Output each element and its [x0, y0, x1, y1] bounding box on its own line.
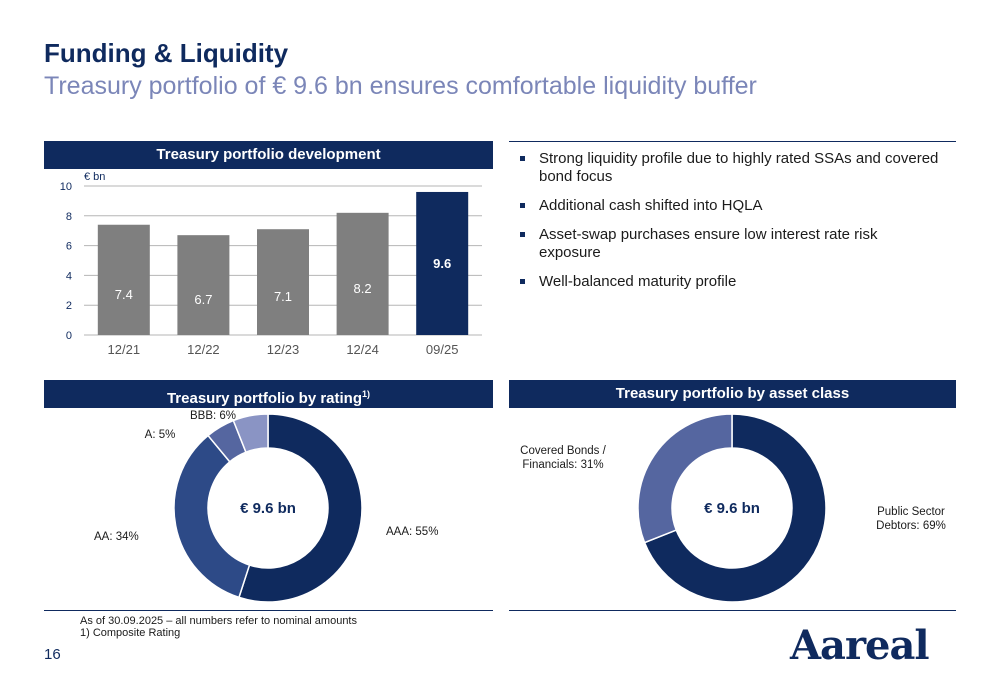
bullet-text: Well-balanced maturity profile: [539, 273, 737, 290]
bar: [97, 224, 150, 335]
footer-divider-right: [509, 610, 956, 611]
donut-slice: [238, 413, 363, 603]
donut-center-label: € 9.6 bn: [240, 500, 296, 517]
bullet-text: Additional cash shifted into HQLA: [539, 197, 763, 214]
bullet-square-icon: [520, 156, 525, 161]
aareal-logo: Aareal: [790, 622, 930, 669]
bar-value-label: 9.6: [433, 256, 451, 271]
slice-label: AA: 34%: [94, 531, 139, 543]
x-tick-label: 12/23: [267, 342, 300, 357]
slice-label: Financials: 31%: [522, 459, 603, 471]
bullet-text: Strong liquidity profile due to highly r…: [539, 150, 939, 185]
slice-label: Debtors: 69%: [876, 520, 946, 532]
footer-divider-left: [44, 610, 493, 611]
bullet-square-icon: [520, 203, 525, 208]
page-title: Funding & Liquidity: [44, 38, 289, 68]
y-tick-label: 8: [66, 211, 72, 223]
donut-slice: [643, 413, 827, 603]
page-subtitle: Treasury portfolio of € 9.6 bn ensures c…: [44, 72, 757, 100]
bar-value-label: 7.4: [115, 287, 133, 302]
slice-label: A: 5%: [145, 429, 176, 441]
y-tick-label: 4: [66, 270, 72, 282]
slice-label: Public Sector: [877, 506, 945, 518]
rating-donut-chart: AAA: 55% AA: 34% A: 5% BBB: 6% € 9.6 bn: [94, 410, 438, 603]
bar-value-label: 7.1: [274, 289, 292, 304]
x-tick-label: 09/25: [426, 342, 459, 357]
bullet-item: Strong liquidity profile due to highly r…: [520, 150, 940, 186]
rating-header-text: Treasury portfolio by rating: [166, 390, 362, 407]
y-unit-label: € bn: [84, 171, 105, 183]
x-tick-label: 12/22: [187, 342, 220, 357]
bar: [416, 191, 469, 335]
bullet-list: Strong liquidity profile due to highly r…: [520, 150, 940, 302]
footnote: As of 30.09.2025 – all numbers refer to …: [80, 615, 357, 639]
rating-header-footnote-mark: 1): [362, 389, 371, 399]
donut-center-label: € 9.6 bn: [704, 500, 760, 517]
page-number: 16: [44, 646, 61, 663]
bullet-item: Asset-swap purchases ensure low interest…: [520, 226, 940, 262]
bullets-divider: [509, 141, 956, 142]
bar: [177, 235, 230, 335]
slice-label: BBB: 6%: [190, 410, 236, 422]
asset-donut-chart: Public Sector Debtors: 69% Covered Bonds /…: [520, 413, 946, 603]
y-tick-label: 6: [66, 241, 72, 253]
slice-label: Covered Bonds /: [520, 445, 606, 457]
x-tick-label: 12/21: [108, 342, 141, 357]
bar-chart-header: Treasury portfolio development: [44, 141, 493, 169]
footnote-line: 1) Composite Rating: [80, 627, 181, 639]
slice-label: AAA: 55%: [386, 526, 438, 538]
y-tick-label: 10: [60, 181, 72, 193]
bullet-square-icon: [520, 279, 525, 284]
rating-chart-header: Treasury portfolio by rating1): [44, 380, 493, 408]
bar: [336, 212, 389, 335]
donut-slice: [637, 413, 733, 544]
bullet-item: Additional cash shifted into HQLA: [520, 197, 940, 215]
bullet-square-icon: [520, 232, 525, 237]
donut-slice: [173, 434, 251, 599]
asset-chart-header: Treasury portfolio by asset class: [509, 380, 956, 408]
y-tick-label: 2: [66, 300, 72, 312]
x-tick-label: 12/24: [346, 342, 379, 357]
bar-value-label: 6.7: [194, 292, 212, 307]
bullet-text: Asset-swap purchases ensure low interest…: [539, 226, 878, 261]
donut-slice: [232, 413, 269, 454]
bar-value-label: 8.2: [354, 281, 372, 296]
footnote-line: As of 30.09.2025 – all numbers refer to …: [80, 615, 357, 627]
y-tick-label: 0: [66, 330, 72, 342]
bullet-item: Well-balanced maturity profile: [520, 273, 940, 291]
bar-chart: 0 2 4 6 8 10 € bn 7.4 12/21 6.7 12/22 7.1 12/23 8.2 12…: [60, 171, 482, 357]
bar: [257, 229, 309, 335]
